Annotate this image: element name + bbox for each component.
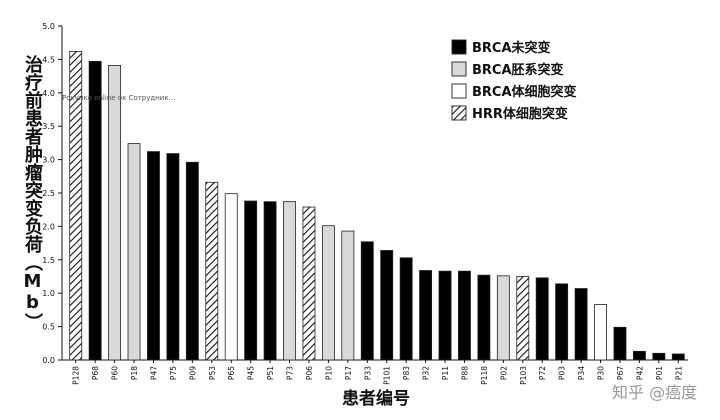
bar-p34 <box>574 288 588 361</box>
x-tick-label: P67 <box>616 366 625 380</box>
legend-swatch-brca_germline <box>451 61 467 77</box>
x-tick-label: P01 <box>655 366 664 380</box>
x-tick-label: P10 <box>324 366 333 380</box>
x-tick-label: P128 <box>72 366 81 385</box>
legend: BRCA未突变 BRCA胚系突变 BRCA体细胞突变 HRR体细胞突变 <box>451 39 577 122</box>
bar-p72 <box>535 277 549 361</box>
x-tick-label: P83 <box>402 366 411 380</box>
x-tick-label: P118 <box>480 366 489 385</box>
bar-p30 <box>594 304 607 361</box>
bar-p02 <box>496 275 510 361</box>
x-tick-label: P03 <box>558 366 567 380</box>
bar-p68 <box>88 61 102 361</box>
x-tick-label: P60 <box>111 366 120 380</box>
x-tick-label: P09 <box>188 366 197 380</box>
y-tick-label: 2.0 <box>42 222 55 231</box>
x-tick-label: P42 <box>635 366 644 380</box>
x-tick-label: P51 <box>266 366 275 380</box>
x-tick-label: P02 <box>499 366 508 380</box>
x-tick-label: P75 <box>169 366 178 380</box>
x-tick-label: P21 <box>674 366 683 380</box>
legend-label-brca_germline: BRCA胚系突变 <box>472 62 564 78</box>
bar-p65 <box>224 193 238 361</box>
x-tick-label: P33 <box>363 366 372 380</box>
x-tick-label: P17 <box>344 366 353 380</box>
bar-p06 <box>302 206 316 361</box>
x-tick-label: P32 <box>422 366 431 380</box>
x-tick-label: P45 <box>247 366 256 380</box>
bar-p18 <box>127 143 141 361</box>
y-tick-label: 4.0 <box>42 89 55 98</box>
bar-p118 <box>477 274 491 361</box>
x-tick-label: P73 <box>286 366 295 380</box>
watermark: 知乎 @癌度 <box>612 383 697 402</box>
x-tick-label: P103 <box>519 366 528 385</box>
bar-p21 <box>671 353 685 361</box>
bar-p51 <box>263 201 277 361</box>
bar-p67 <box>613 326 627 361</box>
bar-p83 <box>399 257 413 361</box>
bar-p47 <box>147 151 160 361</box>
bar-p11 <box>438 270 452 361</box>
bar-p101 <box>380 250 394 361</box>
bar-p88 <box>458 270 471 361</box>
bar-p53 <box>205 181 219 361</box>
x-tick-label: P68 <box>91 366 100 380</box>
bar-p42 <box>632 350 646 361</box>
x-tick-label: P88 <box>460 366 469 380</box>
y-axis-label: 治疗前患者肿瘤突变负荷（Mb） <box>22 55 43 331</box>
legend-label-hrr_somatic: HRR体细胞突变 <box>472 106 568 122</box>
bar-p33 <box>360 241 374 361</box>
y-tick-label: 2.5 <box>42 189 55 198</box>
bar-p103 <box>516 276 530 361</box>
x-tick-labels: P128 P68 P60 P18 P47 P75 P09 P53 P65 P45 P51 P73 P06… <box>72 360 683 385</box>
bar-p75 <box>166 153 180 361</box>
y-tick-label: 0.0 <box>42 356 55 365</box>
x-tick-label: P53 <box>208 366 217 380</box>
x-axis-label: 患者编号 <box>342 388 410 409</box>
x-tick-label: P11 <box>441 366 450 380</box>
x-tick-label: P101 <box>383 366 392 385</box>
x-tick-label: P06 <box>305 366 314 380</box>
legend-label-brca_somatic: BRCA体细胞突变 <box>472 84 577 100</box>
y-tick-label: 3.0 <box>42 156 55 165</box>
overlay-text: Рокупке online ок Сотрудник… <box>62 94 176 102</box>
x-tick-label: P34 <box>577 366 586 380</box>
legend-swatch-brca_unmutated <box>451 39 467 55</box>
bar-p45 <box>244 200 258 361</box>
y-tick-label: 1.0 <box>42 289 55 298</box>
bar-p09 <box>185 161 199 361</box>
y-tick-label: 0.5 <box>42 323 55 332</box>
y-tick-labels: 0.0 0.5 1.0 1.5 2.0 2.5 3.0 3.5 4.0 4.5 5.0 <box>42 22 62 365</box>
y-tick-label: 4.5 <box>42 55 55 64</box>
x-tick-label: P65 <box>227 366 236 380</box>
legend-swatch-hrr_somatic <box>451 105 467 121</box>
x-tick-label: P18 <box>130 366 139 380</box>
bar-p32 <box>419 270 433 361</box>
x-tick-label: P72 <box>538 366 547 380</box>
x-tick-label: P47 <box>149 366 158 380</box>
bar-p01 <box>652 352 666 361</box>
y-tick-label: 5.0 <box>42 22 55 31</box>
bar-p60 <box>108 65 122 361</box>
x-tick-label: P30 <box>597 366 606 380</box>
y-tick-label: 1.5 <box>42 256 55 265</box>
bar-p03 <box>555 283 569 361</box>
bar-p17 <box>341 230 355 361</box>
bar-p73 <box>283 201 296 361</box>
legend-swatch-brca_somatic <box>451 83 467 99</box>
bar-p10 <box>321 225 335 361</box>
y-tick-label: 3.5 <box>42 122 55 131</box>
legend-label-brca_unmutated: BRCA未突变 <box>472 40 551 56</box>
